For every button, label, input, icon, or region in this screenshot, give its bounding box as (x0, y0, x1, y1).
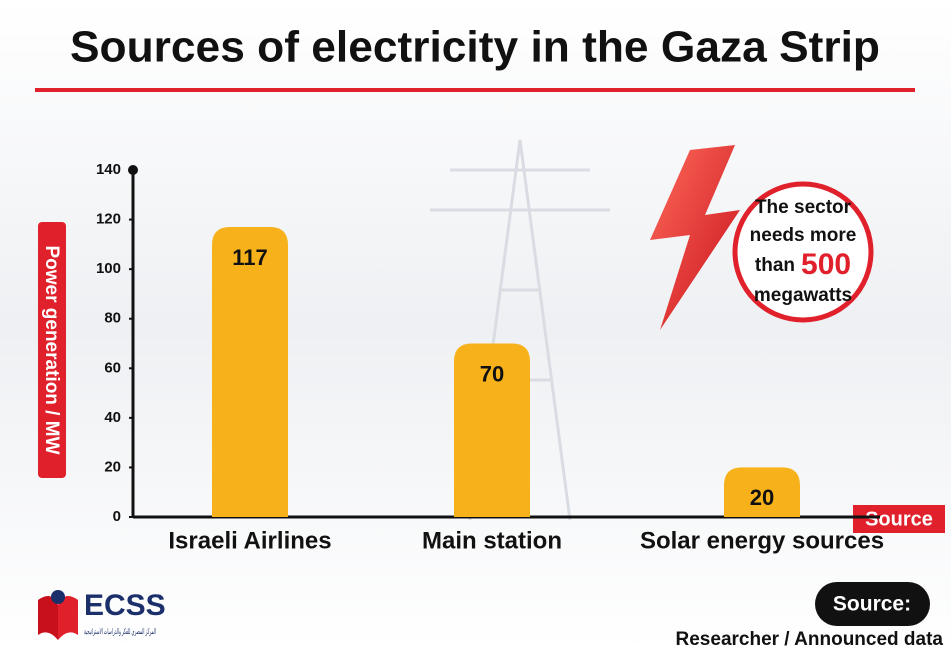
annotation-bubble (732, 181, 874, 323)
bar (212, 227, 288, 517)
annotation-line: needs more (750, 225, 857, 246)
logo-icon (51, 590, 65, 604)
x-tick-label: Main station (422, 527, 562, 554)
y-axis-label: Power generation / MW (41, 245, 62, 454)
y-tick-label: 100 (96, 260, 121, 277)
annotation-prefix: than (755, 255, 795, 276)
logo (38, 590, 78, 640)
lightning-icon (650, 145, 740, 330)
source-text: Researcher / Announced data (676, 629, 944, 650)
chart-title: Sources of electricity in the Gaza Strip (70, 23, 880, 72)
title-rule (35, 88, 915, 92)
annotation-line: than 500 (755, 248, 851, 281)
y-tick-label: 140 (96, 161, 121, 178)
y-tick-label: 0 (113, 508, 121, 525)
x-label-box (853, 505, 945, 533)
y-tick-label: 20 (104, 458, 121, 475)
value-label: 70 (480, 361, 504, 386)
y-tick-label: 60 (104, 359, 121, 376)
logo-text: ECSS (84, 589, 166, 622)
annotation-line: The sector (755, 197, 852, 218)
logo-icon (58, 596, 78, 640)
y-tick-label: 40 (104, 409, 121, 426)
source-pill (815, 582, 930, 626)
y-tick-label: 120 (96, 211, 121, 228)
y-label-group: Power generation / MW (38, 222, 66, 478)
logo-icon (38, 596, 58, 640)
value-label: 117 (232, 245, 268, 270)
bar (724, 467, 800, 517)
bar (454, 343, 530, 517)
logo-subtitle: المركز المصري للفكر والدراسات الاستراتيج… (84, 627, 156, 636)
x-tick-label: Solar energy sources (640, 527, 884, 554)
source-title: Source: (833, 593, 911, 616)
y-tick-label: 80 (104, 310, 121, 327)
value-label: 20 (750, 485, 774, 510)
annotation-number: 500 (801, 248, 851, 281)
annotation-line: megawatts (754, 285, 852, 306)
y-label-box (38, 222, 66, 478)
x-tick-label: Israeli Airlines (168, 527, 331, 554)
x-axis-label: Source (865, 508, 933, 530)
